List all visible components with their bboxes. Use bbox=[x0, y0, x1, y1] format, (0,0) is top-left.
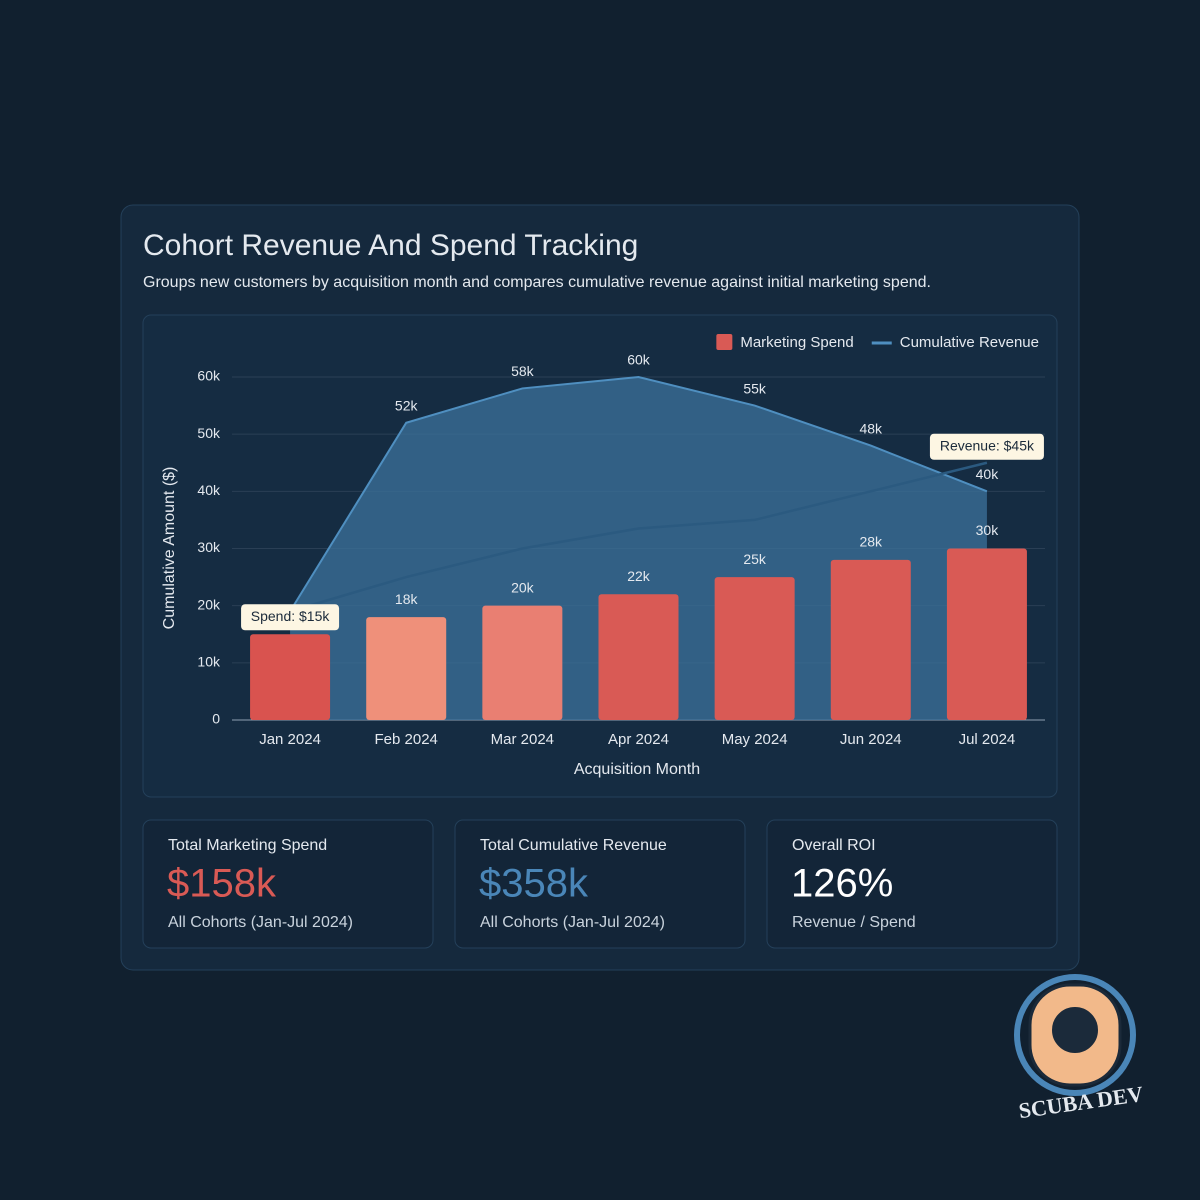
legend-label: Marketing Spend bbox=[740, 334, 853, 351]
y-tick-label: 0 bbox=[212, 711, 220, 727]
value-label: 52k bbox=[395, 397, 419, 413]
tooltip-label: Revenue: $45k bbox=[940, 437, 1035, 453]
logo-window bbox=[1048, 1003, 1102, 1057]
value-label: 25k bbox=[743, 551, 767, 567]
kpi-value: 126% bbox=[791, 862, 893, 906]
bar bbox=[714, 577, 795, 720]
logo-ring bbox=[1014, 974, 1136, 1096]
x-tick-label: Apr 2024 bbox=[608, 731, 669, 748]
value-label: 60k bbox=[627, 352, 651, 368]
x-tick-label: Jun 2024 bbox=[840, 731, 902, 748]
value-label: 30k bbox=[976, 522, 1000, 538]
bar bbox=[366, 617, 447, 720]
kpi-note: All Cohorts (Jan-Jul 2024) bbox=[480, 914, 665, 931]
value-label: 18k bbox=[395, 591, 419, 607]
value-label: 48k bbox=[859, 420, 883, 436]
kpi-card bbox=[454, 819, 746, 949]
kpi-value: $358k bbox=[479, 862, 589, 906]
line bbox=[289, 461, 988, 613]
chart-subtitle: Groups new customers by acquisition mont… bbox=[143, 274, 931, 291]
bar bbox=[250, 634, 331, 720]
value-label: 20k bbox=[511, 579, 535, 595]
kpi-label: Overall ROI bbox=[792, 837, 876, 854]
x-tick-label: Jan 2024 bbox=[259, 731, 321, 748]
y-tick-label: 60k bbox=[197, 368, 221, 384]
plot: 0 10k 20k 30k 40k 50k 60k Jan 2024 Feb 2024 Mar 2… bbox=[197, 334, 1045, 748]
bar bbox=[598, 594, 679, 720]
kpi-card bbox=[766, 819, 1058, 949]
kpi-value: $158k bbox=[167, 862, 277, 906]
y-tick-label: 50k bbox=[197, 425, 221, 441]
revenue-area bbox=[290, 377, 987, 720]
y-tick-label: 30k bbox=[197, 539, 221, 555]
logo: SCUBA DEV bbox=[1014, 974, 1145, 1123]
chart-title: Cohort Revenue And Spend Tracking bbox=[143, 229, 638, 262]
kpi-note: Revenue / Spend bbox=[792, 914, 916, 931]
tooltip-label: Spend: $15k bbox=[251, 608, 331, 624]
legend-swatch bbox=[716, 334, 733, 350]
x-axis-label: Acquisition Month bbox=[574, 761, 700, 778]
y-tick-label: 20k bbox=[197, 596, 221, 612]
y-axis-label: Cumulative Amount ($) bbox=[161, 467, 178, 630]
x-tick-label: Mar 2024 bbox=[491, 731, 554, 748]
value-label: 55k bbox=[743, 380, 767, 396]
value-label: 22k bbox=[627, 568, 651, 584]
kpi-note: All Cohorts (Jan-Jul 2024) bbox=[168, 914, 353, 931]
kpi-card bbox=[142, 819, 434, 949]
x-tick-label: May 2024 bbox=[722, 731, 788, 748]
value-label: 58k bbox=[511, 363, 535, 379]
tooltip-box bbox=[929, 433, 1044, 460]
value-label: 28k bbox=[859, 534, 883, 550]
logo-text: SCUBA DEV bbox=[1017, 1081, 1145, 1123]
x-tick-label: Feb 2024 bbox=[375, 731, 438, 748]
bar bbox=[482, 605, 563, 720]
bar bbox=[946, 548, 1027, 720]
kpi-label: Total Cumulative Revenue bbox=[480, 837, 667, 854]
tooltip-box bbox=[241, 604, 340, 631]
kpi-label: Total Marketing Spend bbox=[168, 837, 327, 854]
legend-label: Cumulative Revenue bbox=[900, 334, 1039, 351]
bar bbox=[830, 559, 911, 720]
y-tick-label: 10k bbox=[197, 654, 221, 670]
value-label: 40k bbox=[976, 466, 1000, 482]
revenue-line bbox=[289, 375, 988, 612]
x-tick-label: Jul 2024 bbox=[959, 731, 1016, 748]
y-tick-label: 40k bbox=[197, 482, 221, 498]
